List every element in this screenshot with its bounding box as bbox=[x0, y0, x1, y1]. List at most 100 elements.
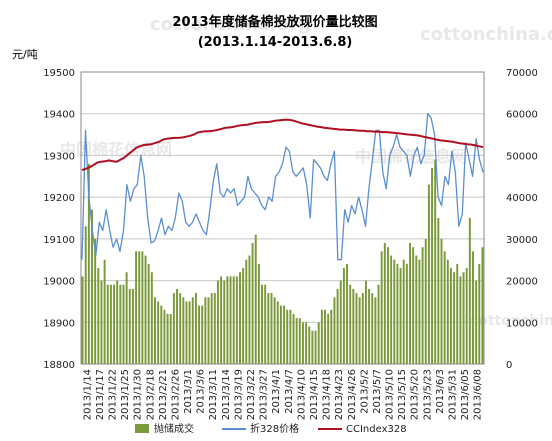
y-right-tick-label: 30000 bbox=[506, 235, 538, 246]
bar bbox=[286, 309, 289, 364]
bar bbox=[355, 293, 358, 364]
x-tick-label: 2013/5/31 bbox=[448, 369, 459, 420]
bar bbox=[361, 293, 364, 364]
bar bbox=[409, 243, 411, 364]
bar bbox=[393, 259, 396, 364]
bar bbox=[176, 288, 179, 364]
x-tick-label: 2013/3/1 bbox=[183, 369, 194, 414]
bar bbox=[210, 293, 213, 364]
bar bbox=[264, 284, 267, 364]
bar bbox=[191, 297, 194, 364]
bar bbox=[462, 272, 465, 364]
bar bbox=[223, 280, 226, 364]
x-tick-label: 2013/4/7 bbox=[284, 369, 295, 414]
bar bbox=[377, 284, 380, 364]
watermark-center-right: 中国棉花信息网 bbox=[355, 147, 467, 166]
x-tick-label: 2013/5/15 bbox=[397, 369, 408, 420]
bar bbox=[346, 263, 349, 364]
bar bbox=[109, 284, 112, 364]
bar bbox=[220, 276, 223, 364]
bar bbox=[276, 301, 279, 364]
bar bbox=[213, 293, 216, 364]
bar bbox=[248, 255, 251, 364]
bar bbox=[324, 309, 326, 364]
x-tick-label: 2013/3/27 bbox=[259, 369, 270, 420]
watermark-right-mid: cottonchina.org bbox=[470, 313, 552, 329]
bar bbox=[172, 293, 175, 364]
bar bbox=[314, 330, 317, 364]
y-left-tick-label: 19000 bbox=[43, 277, 75, 288]
line-series-group bbox=[81, 113, 484, 261]
bar bbox=[122, 284, 125, 364]
bar bbox=[440, 238, 443, 364]
bar bbox=[386, 247, 389, 364]
y-left-tick-label: 19400 bbox=[43, 110, 75, 121]
x-tick-label: 2013/1/22 bbox=[107, 369, 118, 420]
bar bbox=[147, 263, 150, 364]
x-tick-label: 2013/2/18 bbox=[145, 369, 156, 420]
x-tick-label: 2013/5/10 bbox=[385, 369, 396, 420]
bar bbox=[242, 268, 245, 364]
x-tick-label: 2013/4/15 bbox=[309, 369, 320, 420]
bar bbox=[434, 159, 437, 364]
bar bbox=[84, 226, 87, 364]
bar bbox=[308, 326, 311, 364]
bar bbox=[424, 238, 427, 364]
bar bbox=[226, 276, 229, 364]
bar bbox=[295, 318, 298, 364]
bar bbox=[125, 272, 128, 364]
x-tick-label: 2013/3/11 bbox=[208, 369, 219, 420]
bar bbox=[405, 263, 408, 364]
x-tick-label: 2013/4/18 bbox=[322, 369, 333, 420]
x-tick-label: 2013/4/1 bbox=[271, 369, 282, 414]
bar bbox=[368, 288, 371, 364]
x-tick-label: 2013/4/23 bbox=[334, 369, 345, 420]
bar bbox=[449, 268, 452, 364]
chart-subtitle: (2013.1.14-2013.6.8) bbox=[198, 35, 353, 50]
y-right-tick-label: 0 bbox=[506, 360, 512, 371]
bar bbox=[446, 259, 449, 364]
x-tick-label: 2013/5/2 bbox=[359, 369, 370, 414]
bar bbox=[166, 313, 169, 364]
bar bbox=[289, 309, 292, 364]
bar bbox=[201, 305, 204, 364]
bar bbox=[342, 268, 345, 364]
bar bbox=[421, 247, 424, 364]
bar bbox=[283, 305, 286, 364]
bar bbox=[330, 309, 333, 364]
bar bbox=[119, 284, 122, 364]
y-right-tick-label: 40000 bbox=[506, 193, 538, 204]
bar bbox=[301, 322, 304, 364]
bar bbox=[396, 263, 399, 364]
watermark-top-right: cottonchina.org bbox=[420, 24, 552, 45]
bar bbox=[138, 251, 141, 364]
legend-swatch-bars bbox=[135, 424, 149, 433]
bar bbox=[364, 280, 367, 364]
bar bbox=[327, 313, 330, 364]
bar bbox=[349, 284, 352, 364]
bar bbox=[475, 280, 478, 364]
bar bbox=[468, 218, 471, 364]
y-left-tick-label: 18900 bbox=[43, 318, 75, 329]
x-tick-label: 2013/5/20 bbox=[410, 369, 421, 420]
bar bbox=[87, 163, 90, 364]
legend-label-price: 折328价格 bbox=[250, 422, 299, 435]
bar bbox=[305, 322, 308, 364]
bar bbox=[415, 255, 418, 364]
bar bbox=[97, 268, 100, 364]
x-tick-label: 2013/1/30 bbox=[133, 369, 144, 420]
bar bbox=[317, 322, 320, 364]
bar bbox=[160, 305, 163, 364]
bar bbox=[257, 263, 260, 364]
y-left-tick-label: 18800 bbox=[43, 360, 75, 371]
bar bbox=[100, 280, 103, 364]
bar bbox=[235, 276, 238, 364]
x-tick-label: 2013/1/17 bbox=[95, 369, 106, 420]
bar bbox=[131, 288, 134, 364]
x-tick-label: 2013/5/23 bbox=[422, 369, 433, 420]
bar bbox=[94, 238, 97, 364]
legend-label-index: CCIndex328 bbox=[346, 424, 407, 435]
bar bbox=[443, 251, 446, 364]
axis-labels: 19500 19400 19300 19200 19100 19000 18900 18800… bbox=[43, 68, 538, 420]
y-right-tick-label: 50000 bbox=[506, 151, 538, 162]
